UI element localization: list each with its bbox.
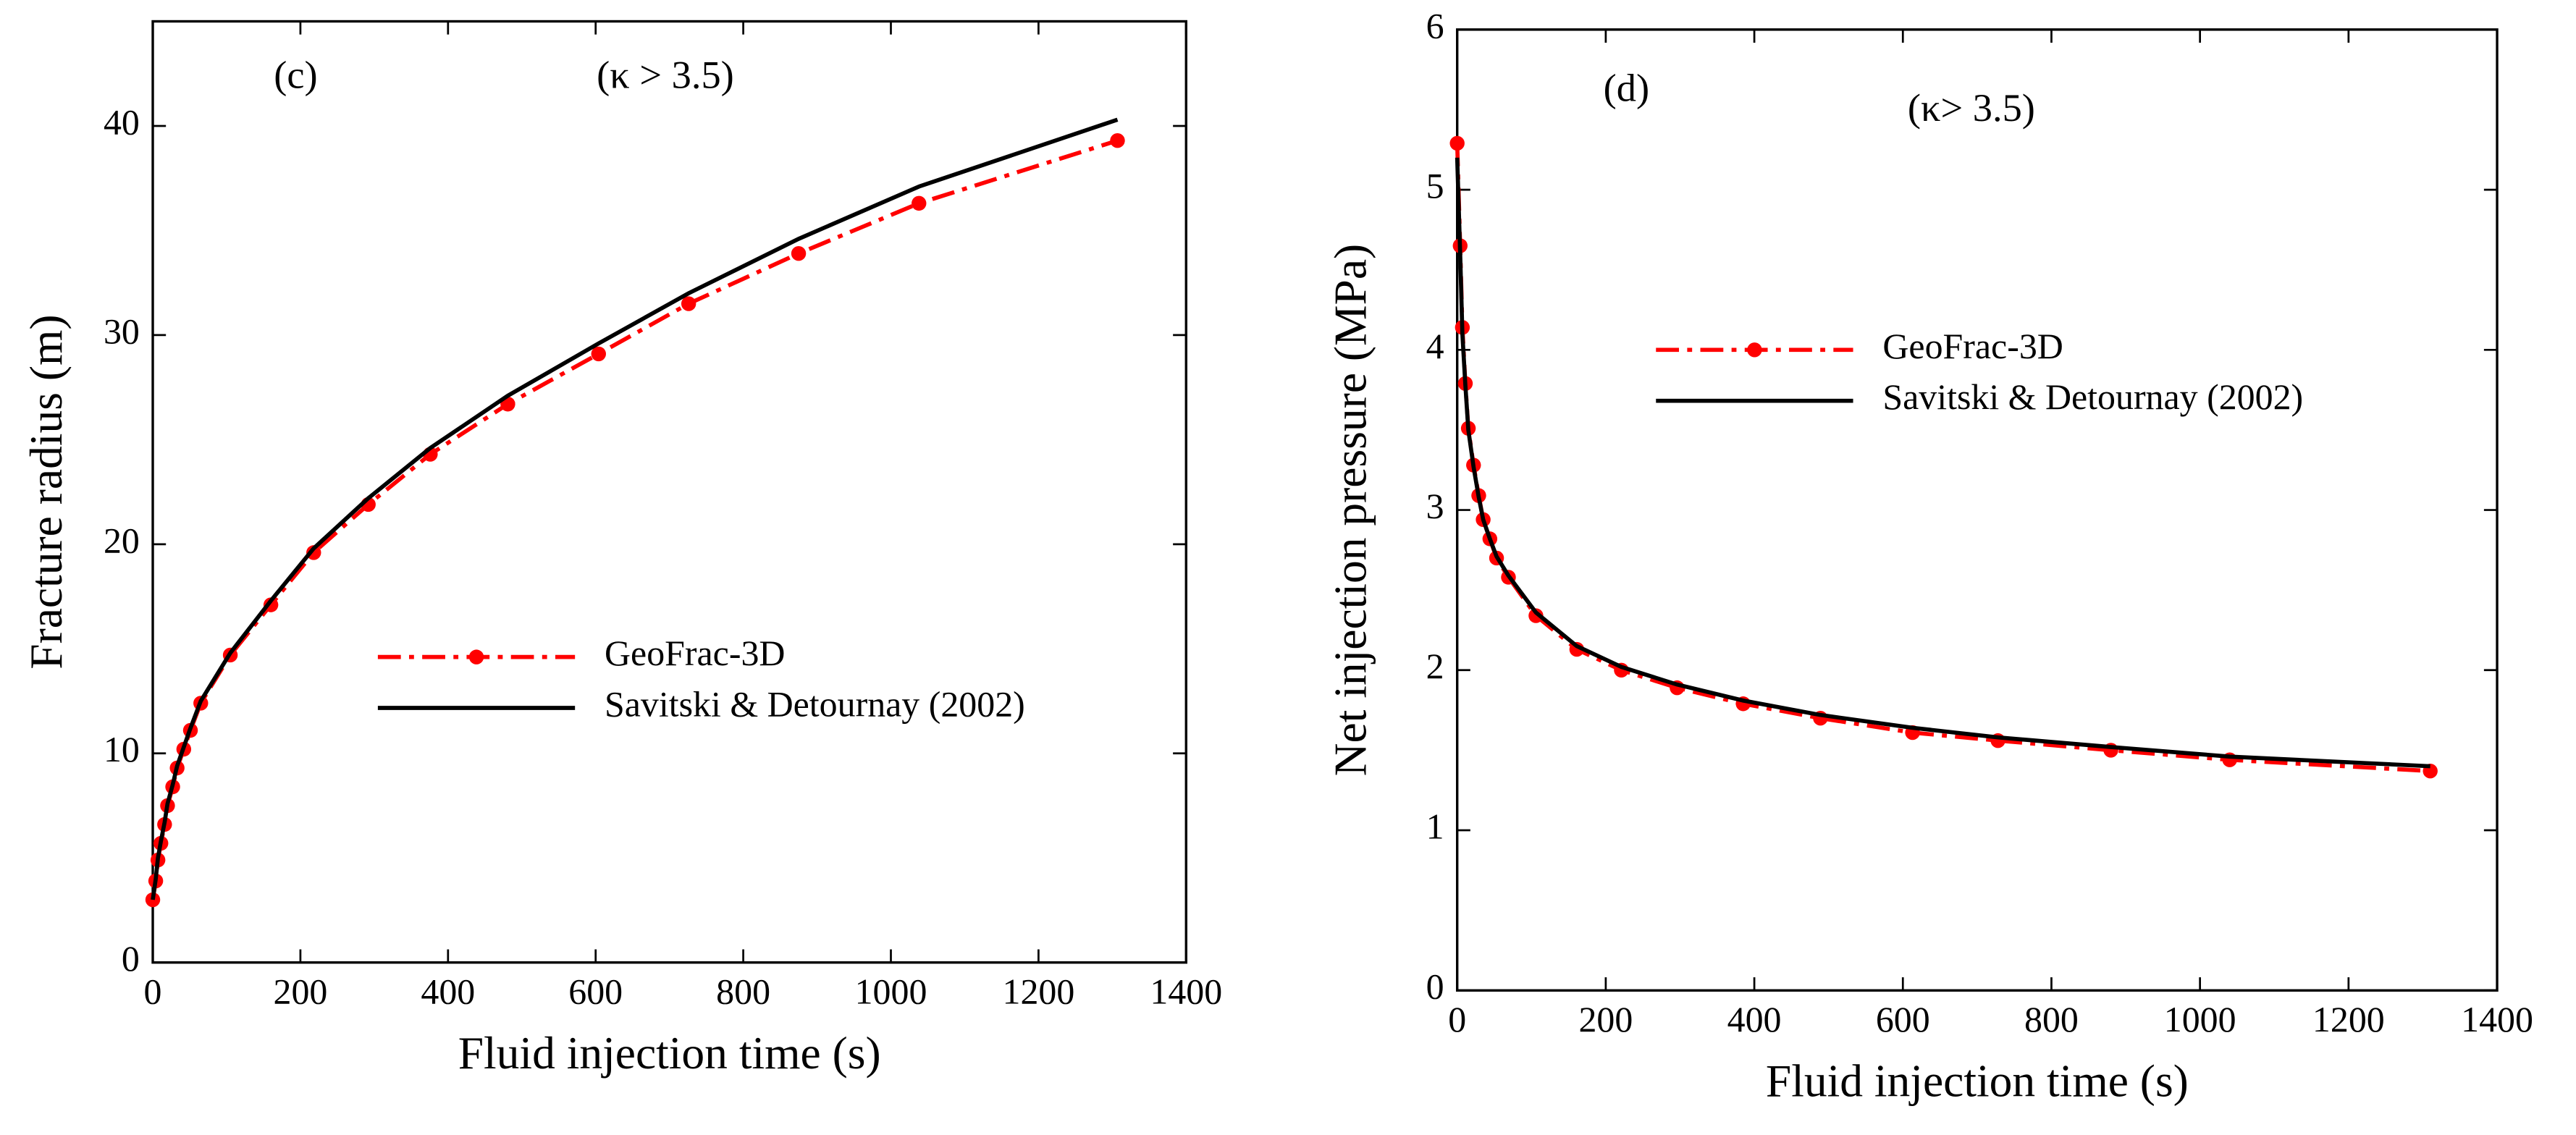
x-tick-label: 0: [1448, 1000, 1466, 1039]
x-tick-label: 1400: [2461, 1000, 2533, 1039]
data-point: [306, 545, 321, 560]
x-tick-label: 800: [716, 972, 770, 1012]
x-axis-title: Fluid injection time (s): [458, 1027, 881, 1079]
annotation: (κ > 3.5): [597, 52, 734, 96]
x-tick-label: 1200: [1002, 972, 1074, 1012]
y-tick-label: 30: [104, 311, 140, 351]
y-tick-label: 40: [104, 102, 140, 142]
x-tick-label: 600: [1876, 1000, 1930, 1039]
x-tick-label: 1400: [1150, 972, 1222, 1012]
legend-label: Savitski & Detournay (2002): [1882, 377, 2303, 417]
y-tick-label: 10: [104, 730, 140, 769]
legend-label: Savitski & Detournay (2002): [605, 684, 1025, 724]
y-tick-label: 0: [1426, 967, 1444, 1007]
y-axis-title: Net injection pressure (MPa): [1325, 244, 1376, 777]
legend-marker: [1747, 342, 1762, 358]
legend-label: GeoFrac-3D: [605, 633, 785, 673]
y-tick-label: 5: [1426, 166, 1444, 206]
x-axis-title: Fluid injection time (s): [1766, 1055, 2189, 1106]
series-line: [1455, 157, 2430, 769]
chart: 0 200 400 600 800 1000 1200 1400 0 10 20 30 40 Fluid …: [20, 20, 1222, 1079]
y-tick-label: 20: [104, 520, 140, 560]
x-tick-label: 200: [273, 972, 327, 1012]
y-tick-label: 0: [122, 939, 140, 979]
y-axis-title: Fracture radius (m): [20, 314, 72, 669]
data-point: [912, 195, 927, 211]
plot-frame: [1455, 28, 2499, 992]
data-point: [791, 246, 807, 261]
x-tick-label: 600: [568, 972, 623, 1012]
series-line: [1455, 143, 2430, 773]
x-tick-label: 400: [1727, 1000, 1782, 1039]
data-point: [1528, 608, 1544, 623]
y-tick-label: 3: [1426, 486, 1444, 526]
x-tick-label: 400: [421, 972, 475, 1012]
data-point: [1110, 132, 1125, 148]
y-tick-label: 2: [1426, 646, 1444, 686]
series-line: [151, 138, 1119, 900]
x-tick-label: 1200: [2312, 1000, 2385, 1039]
y-tick-label: 6: [1426, 6, 1444, 46]
annotation: (c): [274, 52, 317, 96]
y-tick-label: 4: [1426, 326, 1444, 366]
chart: 0 200 400 600 800 1000 1200 1400 0 1 2 3 4 5 6 Fluid in…: [1325, 6, 2533, 1106]
figure-content: 0 200 400 600 800 1000 1200 1400010203040Fluid …: [20, 6, 2533, 1106]
data-point: [681, 296, 696, 311]
x-tick-label: 1000: [2164, 1000, 2236, 1039]
data-point: [1449, 135, 1465, 151]
x-tick-label: 1000: [855, 972, 927, 1012]
plot-frame: [151, 20, 1187, 964]
legend-label: GeoFrac-3D: [1882, 326, 2063, 366]
annotation: (κ> 3.5): [1908, 85, 2035, 130]
x-tick-label: 800: [2024, 1000, 2079, 1039]
annotation: (d): [1604, 66, 1649, 110]
series-line: [151, 117, 1119, 900]
x-tick-label: 200: [1578, 1000, 1633, 1039]
data-point: [591, 346, 606, 362]
x-tick-label: 0: [144, 972, 162, 1012]
y-tick-label: 1: [1426, 806, 1444, 846]
legend-marker: [468, 649, 484, 664]
